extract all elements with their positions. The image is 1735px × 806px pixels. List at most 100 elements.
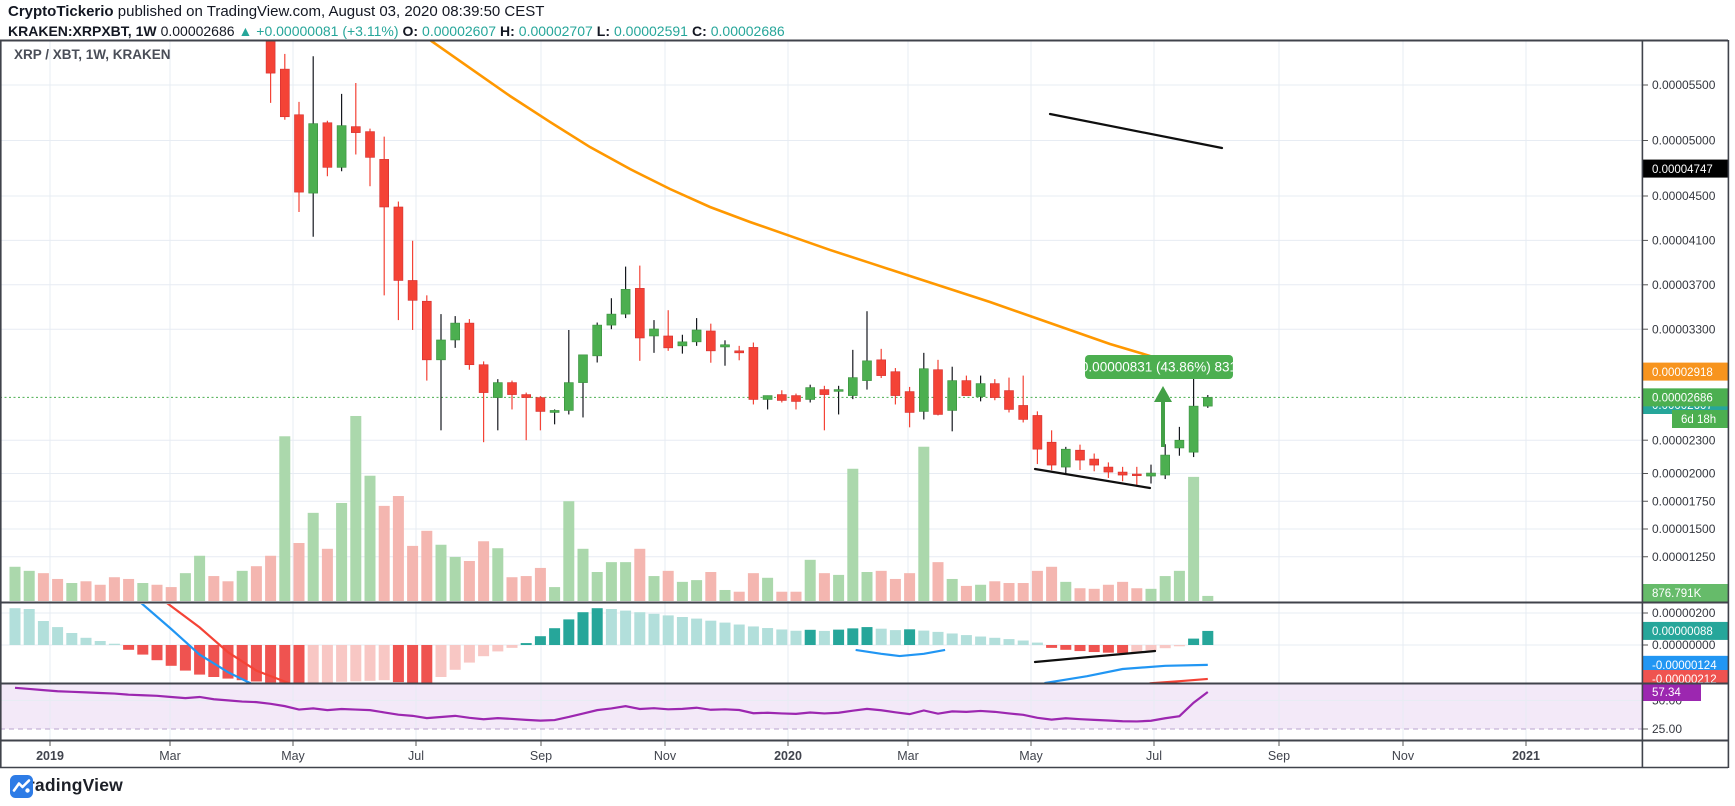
volume-bar [875, 570, 887, 601]
macd-line [855, 648, 946, 658]
macd-bar [407, 645, 419, 683]
volume-bar [108, 577, 120, 601]
candle-body [961, 380, 972, 396]
signal-line-label-text: -0.00000212 [1652, 674, 1717, 686]
candle-body [833, 389, 844, 392]
volume-bar [66, 583, 78, 601]
footer: TradingView [10, 775, 123, 798]
volume-bar [1003, 583, 1015, 601]
macd-bar [265, 645, 277, 683]
volume-bar [818, 573, 830, 601]
volume-bar [52, 578, 64, 601]
volume-bar [861, 572, 873, 601]
macd-bar [336, 645, 348, 682]
volume-bar [336, 502, 348, 601]
candle-body [1061, 448, 1071, 468]
volume-bar [449, 556, 461, 601]
volume-bar [265, 555, 277, 601]
macd-bar [94, 641, 106, 645]
time-axis-label: Sep [530, 749, 552, 763]
volume-bar [634, 548, 646, 601]
macd-bar [762, 628, 774, 645]
macd-bar [137, 645, 149, 655]
macd-bar [534, 636, 546, 645]
volume-bar [151, 584, 163, 601]
tradingview-logo-icon[interactable] [10, 775, 33, 798]
macd-bar [1003, 639, 1015, 645]
countdown-label [1672, 410, 1728, 428]
volume-bar [833, 574, 845, 601]
volume-bar [137, 583, 149, 601]
candle-body [634, 288, 645, 339]
candle-body [975, 383, 986, 397]
candle-body [252, 0, 261, 7]
ohlc-segment: H: [500, 23, 515, 39]
volume-bar [435, 544, 447, 601]
candle-body [336, 125, 347, 168]
volume-bar [194, 555, 206, 601]
volume-bar [1046, 566, 1058, 601]
macd-bar [591, 608, 603, 645]
volume-bar [932, 562, 944, 601]
price-axis-label: 0.00000200 [1652, 606, 1716, 620]
macd-bar [250, 645, 262, 682]
candle-body [762, 395, 773, 400]
macd-bar [492, 645, 504, 652]
price-axis-label: 0.00001750 [1652, 494, 1716, 508]
volume-bar [605, 562, 617, 601]
candle-body [407, 280, 418, 301]
macd-bar [1088, 645, 1100, 653]
candle-body [862, 360, 872, 381]
macd-bar [620, 610, 632, 645]
volume-bar [563, 501, 575, 601]
candle-body [734, 350, 745, 354]
volume-bar [94, 584, 106, 601]
volume-bar [506, 577, 518, 601]
macd-bar [747, 626, 759, 645]
macd-bar [66, 633, 78, 645]
macd-bar [904, 629, 916, 645]
macd-bar [1031, 642, 1043, 645]
volume-bar [520, 576, 532, 601]
candle-body [1132, 473, 1142, 476]
publication-info: published on TradingView.com, August 03,… [113, 3, 545, 20]
candle-body [606, 313, 617, 326]
macd-bar [833, 629, 845, 645]
candle-body [890, 371, 901, 396]
macd-bar [975, 636, 987, 645]
macd-bar [1017, 640, 1029, 645]
macd-bar [1145, 645, 1157, 651]
time-axis-label: Sep [1268, 749, 1290, 763]
volume-bar [747, 573, 759, 601]
volume-bar [676, 581, 688, 601]
macd-bar [1188, 638, 1200, 645]
macd-bar [392, 645, 404, 683]
volume-bar [549, 587, 561, 601]
symbol-ohlc-line: KRAKEN:XRPXBT, 1W 0.00002686 ▲ +0.00000081… [8, 22, 789, 40]
macd-bar [705, 620, 717, 645]
chart-canvas[interactable]: 0.00000831 (43.86%) 8310.000055000.00005… [0, 0, 1735, 772]
candle-body [1188, 405, 1199, 453]
publication-line: CryptoTickerio published on TradingView.… [8, 3, 789, 21]
candle-body [620, 289, 631, 315]
macd-bar [790, 630, 802, 645]
chart-legend[interactable]: XRP / XBT, 1W, KRAKEN [14, 47, 171, 62]
price-axis-label: 0.00003700 [1652, 278, 1716, 292]
macd-bar [449, 645, 461, 670]
macd-bar [818, 630, 830, 645]
macd-line-label-text: -0.00000124 [1652, 660, 1717, 672]
ma-value-label [1643, 362, 1728, 381]
macd-bar [946, 633, 958, 645]
trendline [1033, 467, 1152, 490]
macd-bar [549, 628, 561, 645]
macd-bar [421, 645, 433, 683]
candle-body [478, 364, 489, 393]
price-axis[interactable]: 0.00005500 0.00005000 0.00004500 0.00004100… [1642, 78, 1716, 736]
tradingview-wordmark[interactable]: TradingView [18, 775, 123, 795]
candle-body [649, 328, 659, 337]
time-axis[interactable]: 2019 Mar May Jul Sep Nov 2020 Mar May Jul Sep Nov 20… [36, 741, 1540, 763]
macd-bar [804, 629, 816, 645]
volume-bar [620, 562, 632, 601]
macd-bar [1046, 645, 1058, 648]
volume-bar [918, 446, 930, 601]
